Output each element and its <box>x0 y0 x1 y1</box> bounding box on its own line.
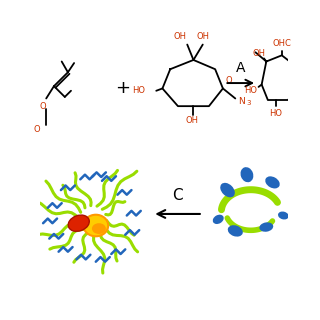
Text: OH: OH <box>173 32 186 41</box>
Text: 3: 3 <box>246 100 251 106</box>
Ellipse shape <box>278 212 289 220</box>
Text: OH: OH <box>185 116 198 124</box>
Ellipse shape <box>92 223 106 234</box>
Text: OH: OH <box>196 32 209 41</box>
Ellipse shape <box>213 215 224 224</box>
Ellipse shape <box>265 176 280 188</box>
Text: OH: OH <box>252 49 265 59</box>
Ellipse shape <box>220 183 235 197</box>
Text: HO: HO <box>132 86 145 95</box>
Text: HO: HO <box>269 109 282 118</box>
Text: O: O <box>40 102 46 111</box>
Ellipse shape <box>260 222 273 232</box>
Ellipse shape <box>228 225 243 236</box>
Text: O: O <box>226 76 233 85</box>
Text: C: C <box>172 188 183 203</box>
Text: N: N <box>238 97 245 106</box>
Text: HO: HO <box>244 86 257 95</box>
Ellipse shape <box>84 215 108 236</box>
Text: OHC: OHC <box>272 39 291 48</box>
Text: O: O <box>34 125 40 134</box>
Text: A: A <box>236 61 245 75</box>
Text: +: + <box>115 79 130 98</box>
Ellipse shape <box>68 215 89 231</box>
Ellipse shape <box>241 167 253 182</box>
